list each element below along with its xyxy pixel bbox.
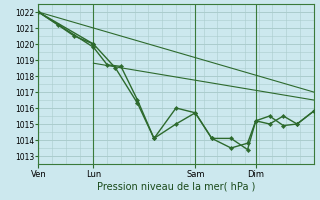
X-axis label: Pression niveau de la mer( hPa ): Pression niveau de la mer( hPa ) [97,181,255,191]
